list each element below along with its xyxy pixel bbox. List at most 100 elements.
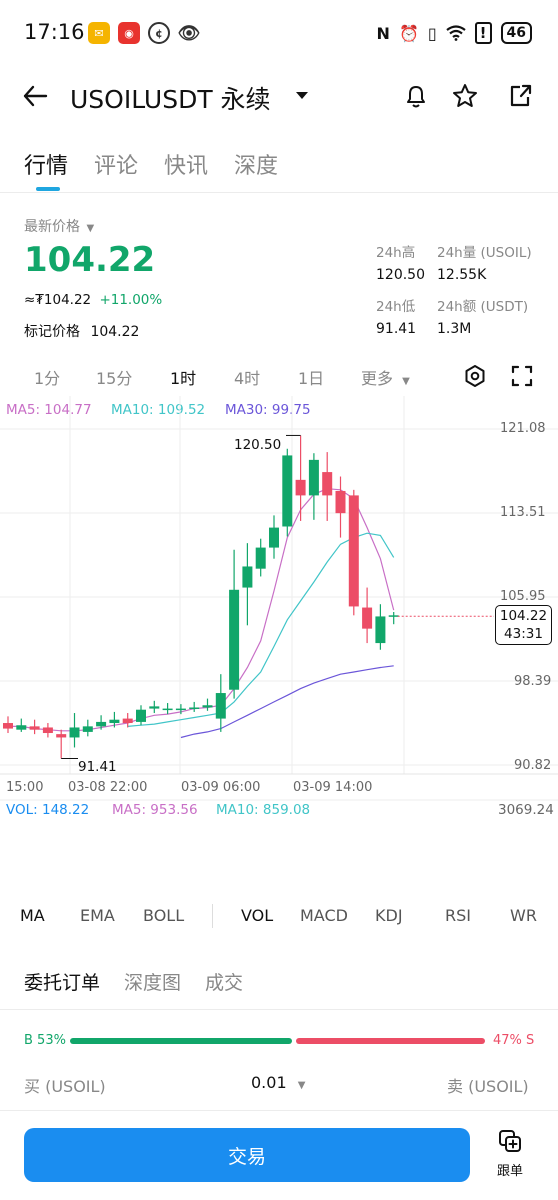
- candle-body: [175, 708, 186, 711]
- timeframe-1m[interactable]: 1分: [34, 369, 61, 388]
- candle-body: [29, 726, 40, 730]
- tab-market[interactable]: 行情: [24, 154, 69, 179]
- candlestick-chart[interactable]: [0, 396, 558, 806]
- order-tabs-divider: [0, 1009, 558, 1010]
- current-price-box-price: 104.22: [499, 608, 548, 624]
- stat-low: 24h低 91.41: [376, 296, 416, 340]
- indicator-wr[interactable]: WR: [510, 906, 537, 925]
- candle-body: [388, 615, 399, 617]
- latest-price-label[interactable]: 最新价格 ▼: [24, 219, 95, 235]
- precision-selector[interactable]: 0.01 ▼: [251, 1073, 306, 1092]
- indicator-boll[interactable]: BOLL: [143, 906, 185, 925]
- candle-body: [242, 566, 253, 588]
- indicator-ema[interactable]: EMA: [80, 906, 115, 925]
- notification-icons: ✉ ◉ ¢ 👁: [88, 22, 200, 44]
- ma30-legend: MA30: 99.75: [225, 402, 311, 418]
- chart-grid: [0, 396, 558, 801]
- timeframe-row: 1分 15分 1时 4时 1日 更多 ▼: [0, 360, 558, 392]
- approx-price: ≈₮104.22: [24, 292, 92, 308]
- buy-sell-ratio: B 53% 47% S: [0, 1030, 558, 1052]
- current-price-box: 104.22 43:31: [495, 605, 552, 645]
- vol-ma10-legend: MA10: 859.08: [216, 802, 311, 818]
- candle-body: [362, 607, 373, 629]
- indicator-divider: [212, 904, 213, 928]
- timeframe-1d[interactable]: 1日: [298, 369, 325, 388]
- x-tick-3: 03-09 06:00: [181, 780, 261, 795]
- copy-trade-icon: [499, 1130, 521, 1152]
- status-time: 17:16: [24, 20, 85, 44]
- candle-body: [308, 459, 319, 496]
- candle-body: [348, 495, 359, 607]
- status-bar: 17:16 ✉ ◉ ¢ 👁 N ⏰ ▯ ! 46: [0, 0, 558, 66]
- copy-trade-button[interactable]: 跟单: [484, 1128, 536, 1188]
- trade-button[interactable]: 交易: [24, 1128, 470, 1182]
- x-tick-4: 03-09 14:00: [293, 780, 373, 795]
- book-sell-header: 卖 (USOIL): [447, 1077, 529, 1096]
- fullscreen-icon[interactable]: [511, 365, 533, 387]
- timeframe-more[interactable]: 更多 ▼: [361, 369, 410, 388]
- indicator-macd[interactable]: MACD: [300, 906, 348, 925]
- candle-body: [335, 490, 346, 514]
- back-arrow-icon[interactable]: [22, 84, 48, 108]
- timeframe-4h[interactable]: 4时: [234, 369, 261, 388]
- stat-amount: 24h额 (USDT) 1.3M: [437, 296, 528, 340]
- candle-body: [255, 547, 266, 569]
- candle-body: [96, 721, 107, 727]
- last-price: 104.22: [24, 240, 156, 280]
- indicator-rsi[interactable]: RSI: [445, 906, 471, 925]
- order-tabs: 委托订单 深度图 成交: [24, 968, 243, 995]
- candle-body: [375, 616, 386, 644]
- y-tick-4: 98.39: [514, 674, 552, 689]
- candles: [3, 435, 399, 759]
- star-icon[interactable]: [451, 82, 479, 110]
- ma30-line: [180, 665, 394, 739]
- candle-body: [3, 723, 13, 729]
- timeframe-15m[interactable]: 15分: [96, 369, 133, 388]
- book-buy-header: 买 (USOIL): [24, 1077, 106, 1096]
- candle-body: [149, 706, 160, 709]
- candle-body: [42, 727, 53, 734]
- candle-body: [56, 734, 67, 738]
- candle-body: [269, 527, 279, 548]
- precision-caret-icon: ▼: [297, 1080, 306, 1091]
- tab-order-book[interactable]: 委托订单: [24, 972, 101, 994]
- current-price-box-countdown: 43:31: [504, 626, 543, 642]
- candle-body: [202, 705, 213, 708]
- tab-trades[interactable]: 成交: [205, 972, 244, 994]
- volume-label: 24h量 (USOIL): [437, 245, 532, 261]
- settings-hex-icon[interactable]: [463, 364, 487, 388]
- vibrate-icon: ▯: [427, 23, 437, 43]
- tab-depth-chart[interactable]: 深度图: [124, 972, 182, 994]
- app-notification-icon: ◉: [118, 22, 140, 44]
- ma10-legend: MA10: 109.52: [111, 402, 206, 418]
- wifi-icon: [445, 25, 466, 41]
- more-caret-icon: ▼: [402, 376, 410, 387]
- high-label: 24h高: [376, 245, 416, 261]
- app2-notification-icon: ¢: [148, 22, 170, 44]
- candle-body: [82, 726, 93, 732]
- indicator-ma[interactable]: MA: [20, 906, 45, 925]
- pair-title[interactable]: USOILUSDT 永续: [70, 85, 271, 114]
- indicator-row: MA EMA BOLL VOL MACD KDJ RSI WR: [0, 900, 558, 934]
- pair-dropdown-icon[interactable]: [294, 90, 310, 102]
- active-tab-indicator: [36, 187, 60, 191]
- tab-comments[interactable]: 评论: [94, 154, 139, 179]
- share-icon[interactable]: [507, 83, 533, 109]
- tab-news[interactable]: 快讯: [164, 154, 209, 179]
- amount-value: 1.3M: [437, 321, 472, 337]
- battery-indicator: 46: [500, 22, 532, 44]
- y-tick-3: 105.95: [500, 589, 546, 604]
- bell-icon[interactable]: [402, 82, 430, 110]
- candle-body: [69, 727, 80, 738]
- ma5-line: [8, 488, 395, 732]
- indicator-vol[interactable]: VOL: [241, 906, 274, 925]
- alert-icon: !: [474, 22, 492, 44]
- buy-ratio: B 53%: [24, 1033, 66, 1048]
- candle-body: [136, 709, 146, 722]
- x-tick-2: 03-08 22:00: [68, 780, 148, 795]
- vol-legend: VOL: 148.22: [6, 802, 90, 818]
- tab-depth[interactable]: 深度: [234, 154, 279, 179]
- mark-price-row: 标记价格 104.22: [24, 321, 139, 341]
- indicator-kdj[interactable]: KDJ: [375, 906, 403, 925]
- timeframe-1h[interactable]: 1时: [170, 369, 197, 388]
